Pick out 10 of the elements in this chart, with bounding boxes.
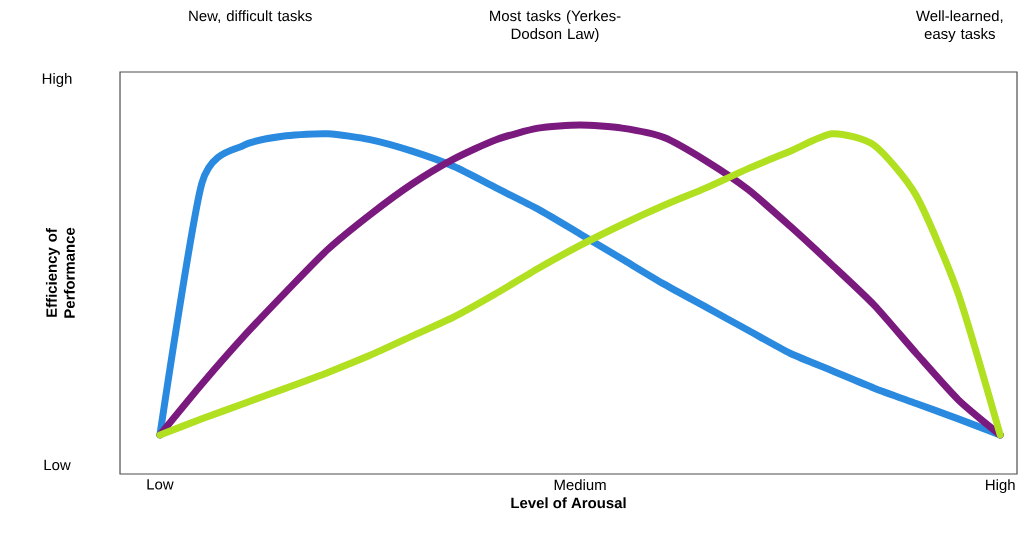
text: Low <box>44 459 71 471</box>
text: New, difficult tasks <box>189 10 312 23</box>
x-axis-title: Level of Arousal <box>511 497 626 509</box>
x-tick-label: Low <box>147 479 174 490</box>
x-tick-label: Medium <box>554 479 606 491</box>
x-tick-label: High <box>986 479 1015 494</box>
text: High <box>42 73 72 87</box>
text: Well-learned, easy tasks <box>915 10 1003 43</box>
y-axis-title: Efficiency of Performance <box>45 227 75 318</box>
text: Most tasks (Yerkes-Dodson Law) <box>490 10 621 43</box>
